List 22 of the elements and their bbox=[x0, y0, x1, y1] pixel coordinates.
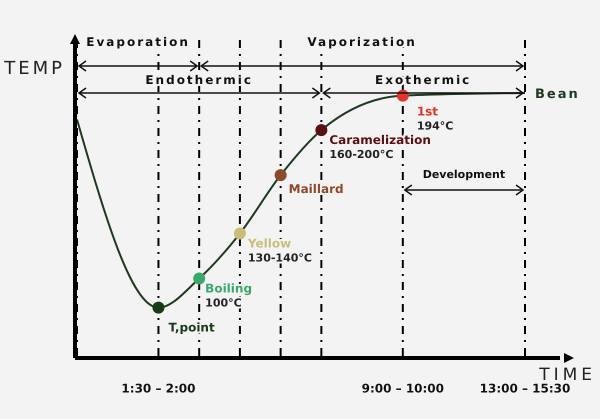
point bbox=[152, 302, 164, 314]
annotation: 160-200°C bbox=[329, 148, 394, 162]
text: Exothermic bbox=[375, 73, 472, 87]
annotation: Caramelization bbox=[329, 133, 431, 148]
point bbox=[315, 124, 328, 136]
annotation: Maillard bbox=[288, 182, 344, 196]
point bbox=[274, 169, 287, 182]
text: Endothermic bbox=[145, 73, 253, 87]
annotation: T,point bbox=[168, 320, 215, 335]
annotation: Yellow bbox=[246, 236, 292, 250]
point bbox=[234, 227, 246, 240]
annotation: Development bbox=[422, 168, 506, 181]
y-axis-title: TEMP bbox=[3, 58, 65, 79]
annotation: 194°C bbox=[416, 120, 454, 133]
x-tick-label: 1:30 – 2:00 bbox=[121, 382, 196, 396]
annotation: 100°C bbox=[205, 296, 242, 310]
series-label: Bean bbox=[535, 87, 580, 102]
annotation: Boiling bbox=[205, 282, 252, 296]
x-tick-label: 9:00 – 10:00 bbox=[362, 382, 444, 396]
point bbox=[193, 272, 206, 284]
annotation: 130-140°C bbox=[248, 251, 312, 264]
annotation: 1st bbox=[416, 104, 438, 119]
